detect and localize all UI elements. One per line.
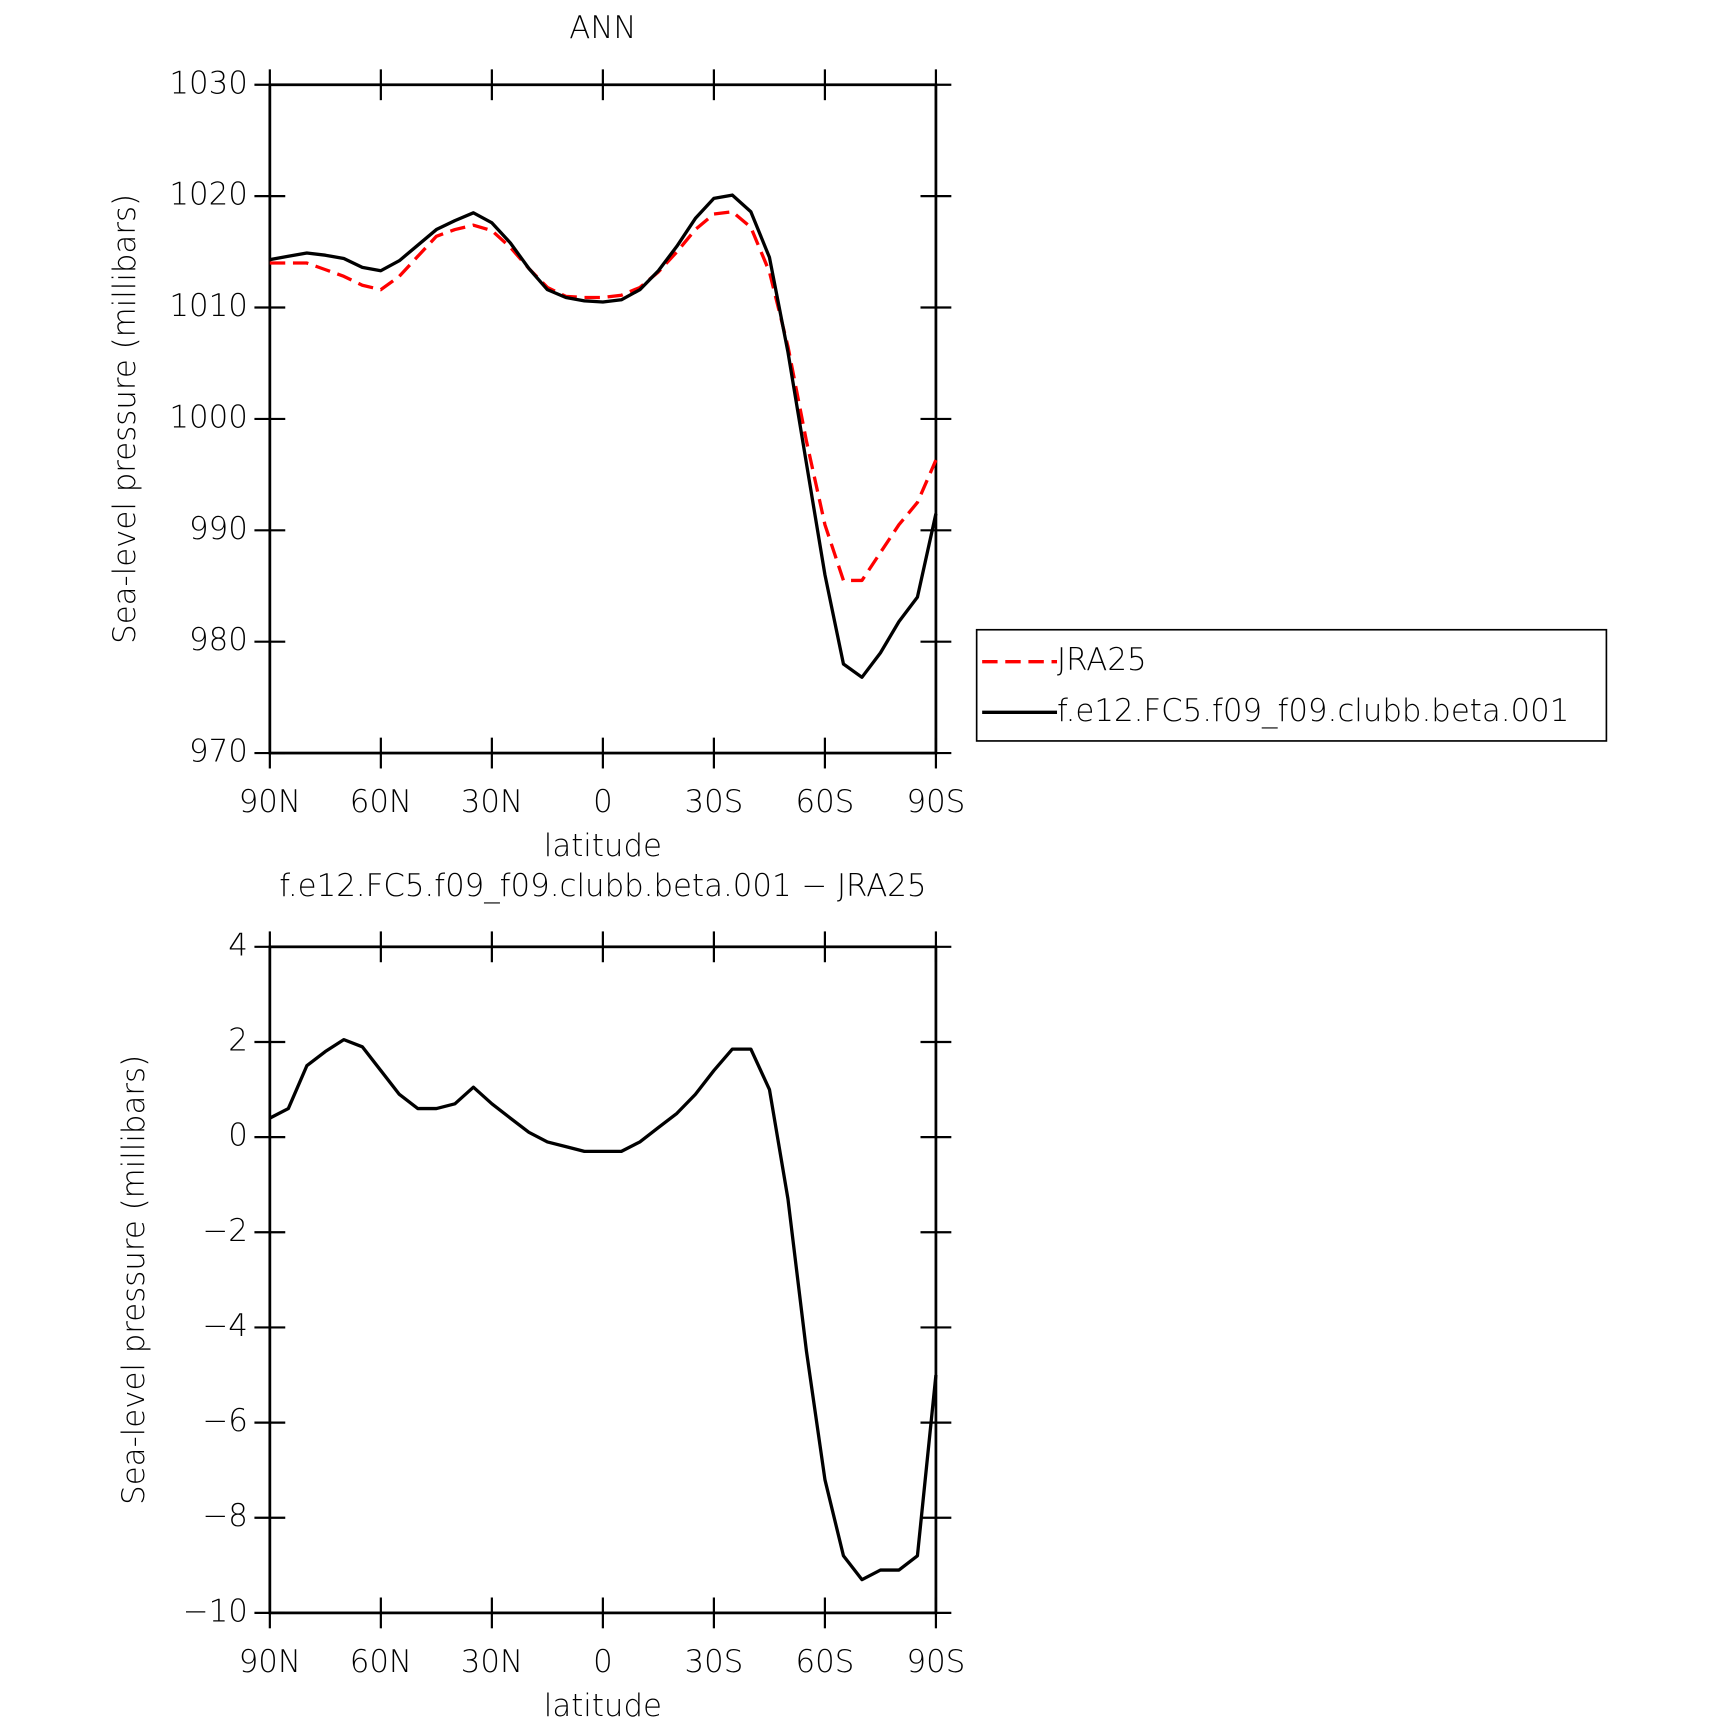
y-axis-label: Sea-level pressure (millibars) — [116, 1055, 152, 1505]
y-tick-label: 980 — [189, 622, 248, 658]
chart-title: ANN — [569, 10, 636, 46]
y-tick-label: −8 — [202, 1498, 247, 1534]
data-line — [269, 210, 938, 583]
y-tick-label: 970 — [189, 734, 248, 770]
chart-title: f.e12.FC5.f09_f09.clubb.beta.001 − JRA25 — [279, 868, 926, 904]
x-tick-label: 30N — [461, 1644, 523, 1680]
y-axis-label: Sea-level pressure (millibars) — [107, 194, 143, 644]
data-line — [269, 193, 938, 679]
data-line — [269, 1037, 938, 1582]
legend-box — [975, 628, 1608, 742]
x-tick-label: 0 — [593, 784, 613, 820]
y-tick-label: 1020 — [169, 177, 247, 213]
x-tick-label: 60N — [350, 1644, 412, 1680]
legend-label: JRA25 — [1057, 642, 1147, 678]
y-tick-label: 990 — [189, 511, 248, 547]
y-tick-label: −4 — [202, 1308, 247, 1344]
x-tick-label: 90N — [239, 1644, 301, 1680]
y-tick-label: 0 — [228, 1118, 248, 1154]
y-tick-label: −10 — [183, 1593, 248, 1629]
y-tick-label: 4 — [228, 927, 248, 963]
x-tick-label: 30N — [461, 784, 523, 820]
x-tick-label: 90N — [239, 784, 301, 820]
y-tick-label: 2 — [228, 1022, 248, 1058]
x-tick-label: 60N — [350, 784, 412, 820]
x-tick-label: 30S — [685, 784, 744, 820]
y-tick-label: 1000 — [169, 399, 247, 435]
legend-label: f.e12.FC5.f09_f09.clubb.beta.001 — [1057, 693, 1569, 729]
x-tick-label: 90S — [907, 1644, 966, 1680]
x-axis-label: latitude — [544, 1688, 662, 1723]
y-tick-label: 1010 — [169, 288, 247, 324]
x-tick-label: 60S — [796, 784, 855, 820]
y-tick-label: 1030 — [169, 65, 247, 101]
x-tick-label: 0 — [593, 1644, 613, 1680]
y-tick-label: −2 — [202, 1213, 247, 1249]
plot-frame — [268, 83, 938, 755]
x-tick-label: 90S — [907, 784, 966, 820]
x-axis-label: latitude — [544, 828, 662, 864]
x-tick-label: 60S — [796, 1644, 855, 1680]
y-tick-label: −6 — [202, 1403, 247, 1439]
x-tick-label: 30S — [685, 1644, 744, 1680]
plot-frame — [268, 945, 938, 1615]
